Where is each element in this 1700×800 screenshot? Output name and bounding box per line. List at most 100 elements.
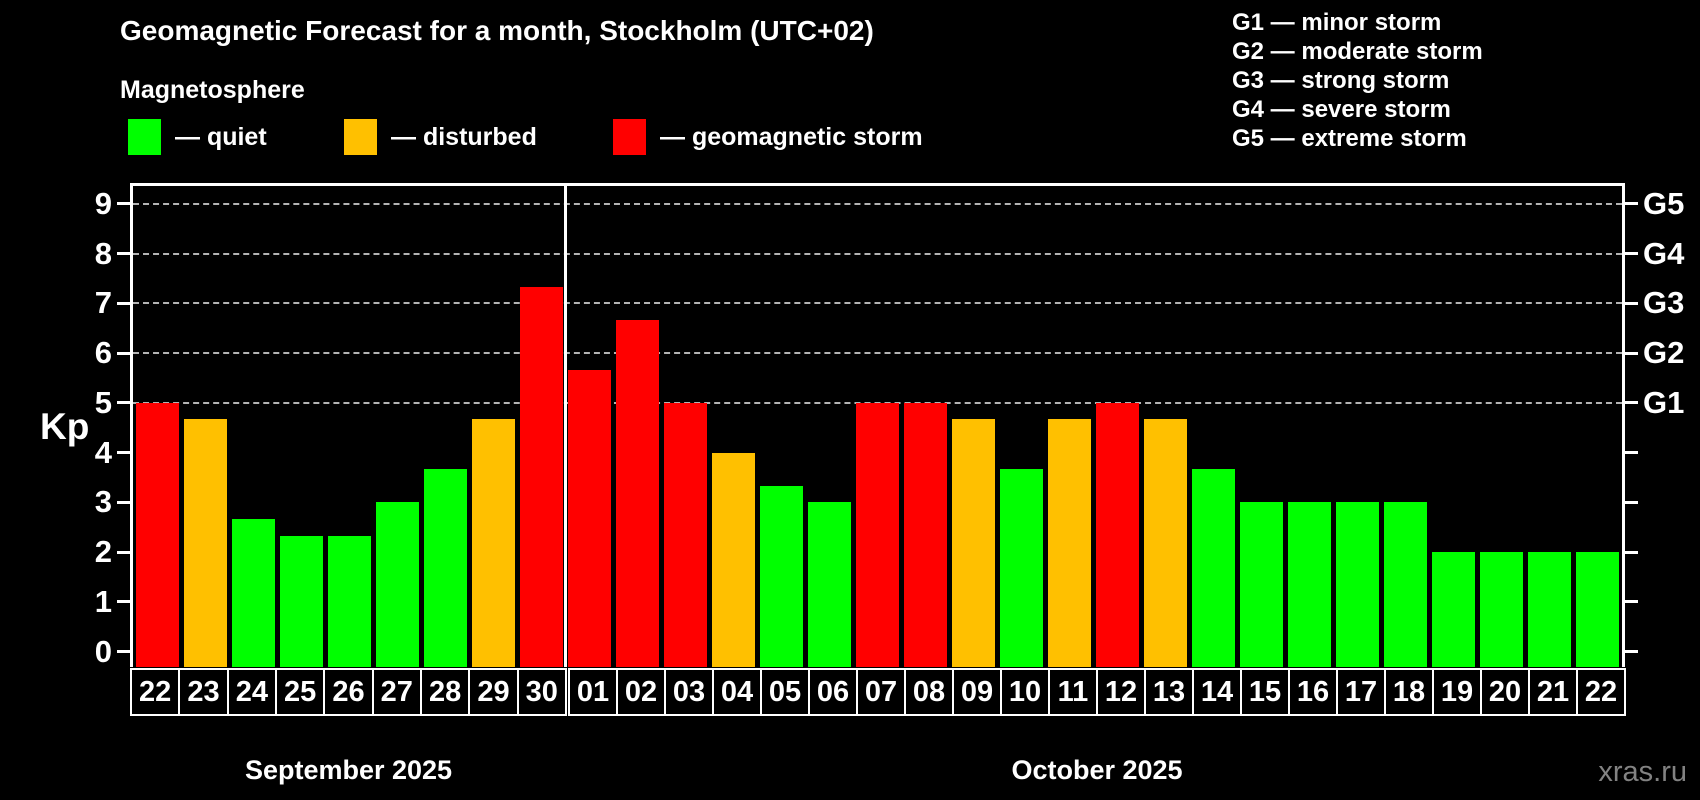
gridline-kp5	[133, 401, 1622, 404]
gridline-kp6	[133, 352, 1622, 355]
y-axis-tick-right	[1625, 550, 1638, 554]
y-axis-label: 4	[94, 434, 112, 470]
storm-scale-line: G2 — moderate storm	[1232, 38, 1483, 65]
date-cell: 15	[1240, 670, 1288, 714]
y-axis-tick-right	[1625, 451, 1638, 455]
kp-bar	[855, 402, 899, 667]
y-axis-label: 3	[94, 484, 112, 520]
date-cell: 12	[1096, 670, 1144, 714]
month-label-1: September 2025	[244, 755, 453, 785]
y-axis-title: Kp	[40, 406, 90, 447]
date-cell: 24	[226, 670, 275, 714]
date-cell: 23	[178, 670, 226, 714]
gridline-kp9	[133, 202, 1622, 205]
legend-swatch-disturbed	[344, 119, 377, 155]
date-cell: 09	[952, 670, 1000, 714]
y-axis-tick-right	[1625, 252, 1638, 256]
kp-bar	[615, 319, 659, 667]
kp-bar	[952, 419, 996, 667]
y-axis-tick-left	[117, 600, 130, 604]
y-axis-label: 8	[94, 235, 112, 271]
storm-scale-line: G1 — minor storm	[1232, 9, 1442, 36]
y-axis-tick-left	[117, 351, 130, 355]
date-cell: 02	[616, 670, 664, 714]
legend-swatch-quiet	[128, 119, 161, 155]
kp-bar	[904, 402, 948, 667]
kp-bar	[471, 419, 515, 667]
y-axis-label: 9	[94, 185, 112, 221]
kp-bar	[1288, 502, 1332, 667]
kp-bar	[519, 286, 563, 667]
date-cell: 28	[419, 670, 468, 714]
kp-bar	[375, 502, 419, 667]
date-cell: 01	[576, 676, 610, 708]
kp-bar	[1336, 502, 1380, 667]
date-cell: 17	[1336, 670, 1384, 714]
y-axis-tick-left	[117, 202, 130, 206]
y-axis-tick-right	[1625, 202, 1638, 206]
chart-subtitle: Magnetosphere	[120, 76, 305, 104]
date-cell: 27	[371, 670, 420, 714]
y-axis-tick-right	[1625, 500, 1638, 504]
y-axis-tick-right	[1625, 650, 1638, 654]
y-axis-tick-left	[117, 252, 130, 256]
y-axis-tick-right	[1625, 401, 1638, 405]
legend-swatch-storm	[613, 119, 646, 155]
date-row-month-1: 22 23 24 25 26 27 28 29 30	[130, 668, 567, 716]
y-axis-tick-left	[117, 650, 130, 654]
date-cell: 18	[1384, 670, 1432, 714]
kp-bar	[1240, 502, 1284, 667]
y-axis-tick-left	[117, 301, 130, 305]
kp-bar	[1528, 552, 1572, 667]
date-cell: 20	[1480, 670, 1528, 714]
y-axis-label: 1	[94, 583, 112, 619]
date-cell: 07	[856, 670, 904, 714]
month-label-2: October 2025	[1011, 755, 1183, 785]
y-axis-label: 6	[94, 335, 112, 371]
y-axis-tick-left	[117, 451, 130, 455]
kp-bar	[327, 535, 371, 667]
date-cell: 13	[1144, 670, 1192, 714]
g-axis-label-g3: G3	[1643, 285, 1685, 321]
date-cell: 04	[712, 670, 760, 714]
legend-label-storm: — geomagnetic storm	[660, 123, 923, 151]
kp-bar	[759, 485, 803, 667]
date-cell: 21	[1528, 670, 1576, 714]
kp-bar	[807, 502, 851, 667]
g-axis-label-g2: G2	[1643, 335, 1685, 371]
y-axis-tick-right	[1625, 351, 1638, 355]
date-row-month-2: 01 02 03 04 05 06 07 08 09 10 11 12 13 14 15 16 17 18 19 20…	[568, 668, 1626, 716]
date-cell: 25	[274, 670, 323, 714]
kp-bar	[663, 402, 707, 667]
watermark: xras.ru	[1598, 756, 1687, 788]
date-cell: 14	[1192, 670, 1240, 714]
y-axis-tick-left	[117, 500, 130, 504]
date-cell: 03	[664, 670, 712, 714]
chart-title: Geomagnetic Forecast for a month, Stockh…	[120, 15, 874, 46]
kp-bar	[1384, 502, 1428, 667]
legend-label-disturbed: — disturbed	[391, 123, 537, 151]
date-cell: 05	[760, 670, 808, 714]
gridline-kp8	[133, 252, 1622, 255]
date-cell: 08	[904, 670, 952, 714]
date-cell: 19	[1432, 670, 1480, 714]
kp-bar	[1576, 552, 1620, 667]
kp-bar	[135, 402, 179, 667]
y-axis-label: 5	[94, 384, 112, 420]
kp-bar	[1480, 552, 1524, 667]
date-cell: 30	[516, 670, 565, 714]
date-cell: 16	[1288, 670, 1336, 714]
kp-bar	[423, 469, 467, 667]
gridline-kp7	[133, 302, 1622, 305]
kp-bar	[711, 452, 755, 667]
kp-bar	[567, 369, 611, 667]
date-cell: 10	[1000, 670, 1048, 714]
kp-bar	[1000, 469, 1044, 667]
date-cell: 29	[468, 670, 516, 714]
date-cell: 22	[1576, 670, 1624, 714]
date-cell: 11	[1048, 670, 1096, 714]
date-cell: 06	[808, 670, 856, 714]
storm-scale-line: G3 — strong storm	[1232, 67, 1450, 94]
g-axis-label-g5: G5	[1643, 185, 1685, 221]
